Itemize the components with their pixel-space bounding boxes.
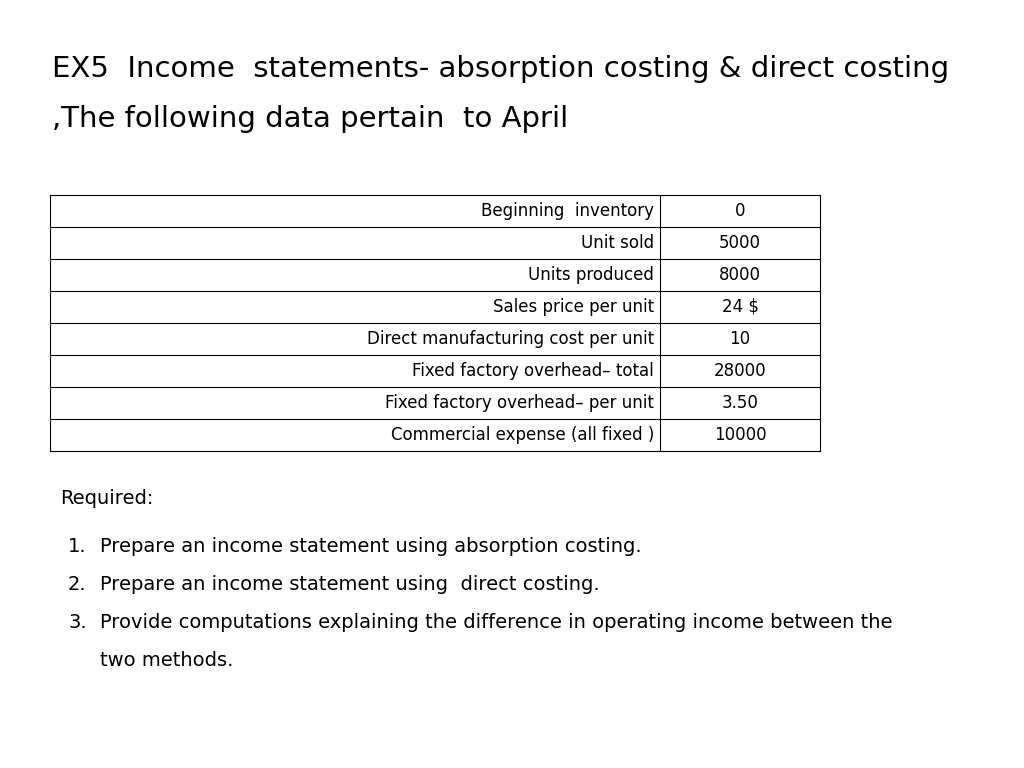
Text: 5000: 5000 [719,234,761,252]
Text: Prepare an income statement using  direct costing.: Prepare an income statement using direct… [100,575,600,594]
Text: Unit sold: Unit sold [581,234,654,252]
Text: two methods.: two methods. [100,651,233,670]
Text: 10000: 10000 [714,426,766,444]
Text: Fixed factory overhead– per unit: Fixed factory overhead– per unit [385,394,654,412]
Text: Commercial expense (all fixed ): Commercial expense (all fixed ) [390,426,654,444]
Text: Sales price per unit: Sales price per unit [493,298,654,316]
Text: 3.50: 3.50 [722,394,759,412]
Text: EX5  Income  statements- absorption costing & direct costing: EX5 Income statements- absorption costin… [52,55,949,83]
Text: Prepare an income statement using absorption costing.: Prepare an income statement using absorp… [100,537,642,556]
Text: 0: 0 [735,202,745,220]
Text: Direct manufacturing cost per unit: Direct manufacturing cost per unit [367,330,654,348]
Text: 24 $: 24 $ [722,298,759,316]
Text: 10: 10 [729,330,751,348]
Text: 2.: 2. [68,575,87,594]
Text: 8000: 8000 [719,266,761,284]
Text: 28000: 28000 [714,362,766,380]
Text: Fixed factory overhead– total: Fixed factory overhead– total [413,362,654,380]
Text: ,The following data pertain  to April: ,The following data pertain to April [52,105,568,133]
Text: Provide computations explaining the difference in operating income between the: Provide computations explaining the diff… [100,613,893,632]
Text: 3.: 3. [68,613,87,632]
Text: Units produced: Units produced [528,266,654,284]
Text: Required:: Required: [60,489,154,508]
Text: 1.: 1. [68,537,87,556]
Text: Beginning  inventory: Beginning inventory [481,202,654,220]
